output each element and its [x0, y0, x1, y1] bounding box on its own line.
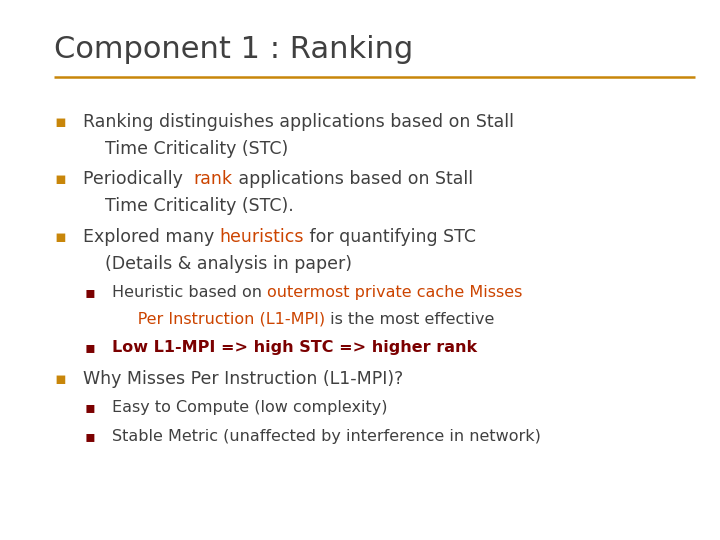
Text: Component 1 : Ranking: Component 1 : Ranking — [54, 35, 413, 64]
Text: ▪: ▪ — [54, 170, 66, 188]
Text: ▪: ▪ — [54, 228, 66, 246]
Text: rank: rank — [194, 170, 233, 188]
Text: applications based on Stall: applications based on Stall — [233, 170, 473, 188]
Text: Time Criticality (STC): Time Criticality (STC) — [83, 140, 288, 158]
Text: ▪: ▪ — [85, 400, 96, 415]
Text: outermost private cache Misses: outermost private cache Misses — [266, 285, 522, 300]
Text: heuristics: heuristics — [220, 228, 304, 246]
Text: (Details & analysis in paper): (Details & analysis in paper) — [83, 255, 352, 273]
Text: for quantifying STC: for quantifying STC — [304, 228, 476, 246]
Text: Periodically: Periodically — [83, 170, 194, 188]
Text: Low L1-MPI => high STC => higher rank: Low L1-MPI => high STC => higher rank — [112, 340, 477, 355]
Text: Per Instruction (L1-MPI): Per Instruction (L1-MPI) — [112, 312, 325, 327]
Text: Ranking distinguishes applications based on Stall: Ranking distinguishes applications based… — [83, 113, 514, 131]
Text: Time Criticality (STC).: Time Criticality (STC). — [83, 197, 294, 215]
Text: Stable Metric (unaffected by interference in network): Stable Metric (unaffected by interferenc… — [112, 429, 541, 444]
Text: ▪: ▪ — [54, 370, 66, 388]
Text: Explored many: Explored many — [83, 228, 220, 246]
Text: is the most effective: is the most effective — [325, 312, 494, 327]
Text: ▪: ▪ — [85, 340, 96, 355]
Text: Easy to Compute (low complexity): Easy to Compute (low complexity) — [112, 400, 387, 415]
Text: Heuristic based on: Heuristic based on — [112, 285, 266, 300]
Text: ▪: ▪ — [85, 285, 96, 300]
Text: ▪: ▪ — [54, 113, 66, 131]
Text: Why Misses Per Instruction (L1-MPI)?: Why Misses Per Instruction (L1-MPI)? — [83, 370, 403, 388]
Text: ▪: ▪ — [85, 429, 96, 444]
